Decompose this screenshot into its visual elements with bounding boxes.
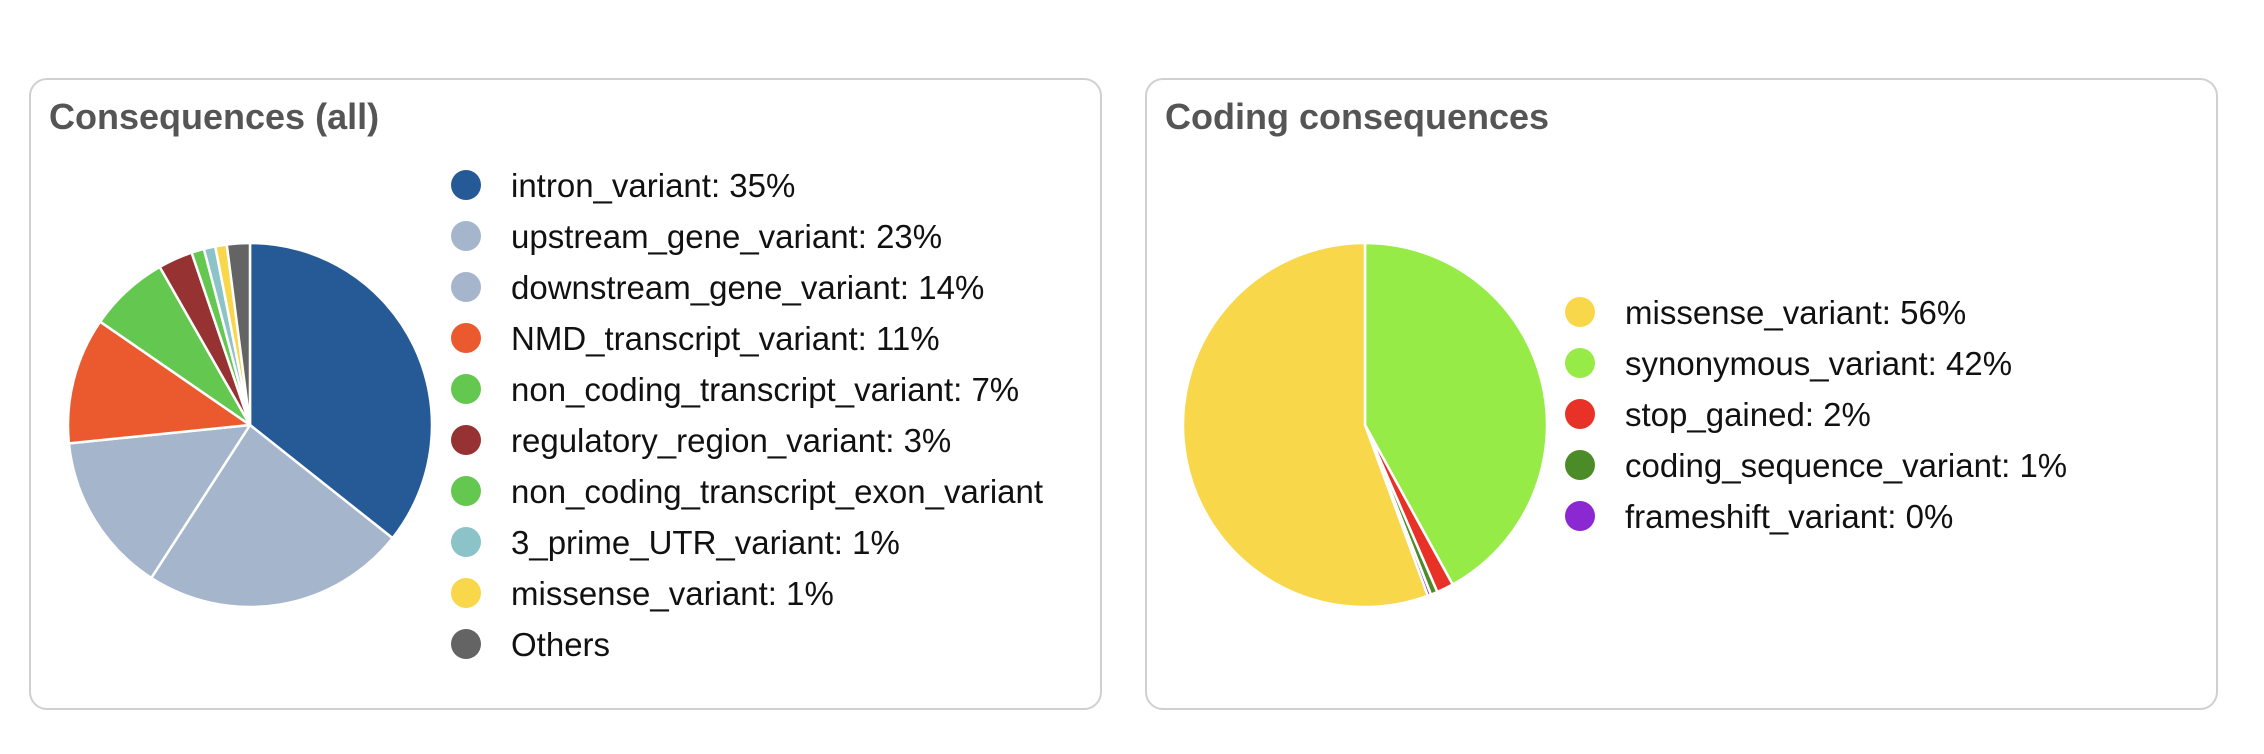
pie-slice-nmd-transcript-variant[interactable] — [66, 320, 252, 445]
panel-title: Consequences (all) — [49, 96, 380, 137]
legend-label: non_coding_transcript_variant: 7% — [511, 371, 1020, 408]
legend-label: synonymous_variant: 42% — [1625, 345, 2013, 382]
legend-item[interactable]: downstream_gene_variant: 14% — [451, 262, 1043, 313]
pie-slice-upstream-gene-variant[interactable] — [150, 423, 394, 609]
legend-color-swatch — [451, 527, 481, 557]
legend-item[interactable]: intron_variant: 35% — [451, 160, 1043, 211]
legend-color-swatch — [451, 476, 481, 506]
legend-item[interactable]: non_coding_transcript_exon_variant — [451, 466, 1043, 517]
legend-item[interactable]: frameshift_variant: 0% — [1565, 491, 2067, 542]
legend-color-swatch — [451, 323, 481, 353]
legend-label: upstream_gene_variant: 23% — [511, 218, 943, 255]
legend-item[interactable]: coding_sequence_variant: 1% — [1565, 440, 2067, 491]
pie-slice-downstream-gene-variant[interactable] — [67, 423, 252, 580]
coding-consequences-panel: Coding consequences missense_variant: 56… — [1145, 78, 2218, 710]
consequences-all-pie-chart — [66, 241, 434, 609]
coding-consequences-pie-chart — [1181, 241, 1549, 609]
legend-color-swatch — [1565, 450, 1595, 480]
legend-color-swatch — [451, 629, 481, 659]
legend-item[interactable]: missense_variant: 56% — [1565, 287, 2067, 338]
legend-item[interactable]: synonymous_variant: 42% — [1565, 338, 2067, 389]
legend-label: regulatory_region_variant: 3% — [511, 422, 952, 459]
legend-color-swatch — [451, 425, 481, 455]
legend-color-swatch — [451, 272, 481, 302]
legend-label: coding_sequence_variant: 1% — [1625, 447, 2068, 484]
legend-color-swatch — [1565, 501, 1595, 531]
legend-item[interactable]: 3_prime_UTR_variant: 1% — [451, 517, 1043, 568]
legend-label: missense_variant: 1% — [511, 575, 834, 612]
legend-label: missense_variant: 56% — [1625, 294, 1967, 331]
legend-item[interactable]: upstream_gene_variant: 23% — [451, 211, 1043, 262]
legend-item[interactable]: non_coding_transcript_variant: 7% — [451, 364, 1043, 415]
legend-color-swatch — [1565, 348, 1595, 378]
legend-label: frameshift_variant: 0% — [1625, 498, 1954, 535]
legend-item[interactable]: missense_variant: 1% — [451, 568, 1043, 619]
legend-label: non_coding_transcript_exon_variant — [511, 473, 1044, 510]
coding-consequences-legend: missense_variant: 56% synonymous_variant:… — [1565, 287, 2067, 542]
consequences-all-legend: intron_variant: 35% upstream_gene_variant… — [451, 160, 1043, 670]
legend-item[interactable]: stop_gained: 2% — [1565, 389, 2067, 440]
pie-slice-synonymous-variant[interactable] — [1363, 241, 1549, 586]
legend-item[interactable]: Others — [451, 619, 1043, 670]
legend-color-swatch — [451, 170, 481, 200]
legend-color-swatch — [451, 578, 481, 608]
legend-color-swatch — [451, 221, 481, 251]
legend-color-swatch — [451, 374, 481, 404]
legend-label: stop_gained: 2% — [1625, 396, 1871, 433]
legend-item[interactable]: NMD_transcript_variant: 11% — [451, 313, 1043, 364]
legend-color-swatch — [1565, 297, 1595, 327]
pie-slice-intron-variant[interactable] — [248, 241, 434, 540]
legend-label: Others — [511, 626, 611, 663]
legend-label: intron_variant: 35% — [511, 167, 796, 204]
legend-color-swatch — [1565, 399, 1595, 429]
legend-label: NMD_transcript_variant: 11% — [511, 320, 940, 357]
pie-slice-missense-variant[interactable] — [1181, 241, 1429, 609]
consequences-all-panel: Consequences (all) intron_variant: 35% up… — [29, 78, 1102, 710]
legend-item[interactable]: regulatory_region_variant: 3% — [451, 415, 1043, 466]
legend-label: 3_prime_UTR_variant: 1% — [511, 524, 900, 561]
pie-slice-others[interactable] — [225, 241, 252, 427]
legend-label: downstream_gene_variant: 14% — [511, 269, 985, 306]
panel-title: Coding consequences — [1165, 96, 1550, 137]
